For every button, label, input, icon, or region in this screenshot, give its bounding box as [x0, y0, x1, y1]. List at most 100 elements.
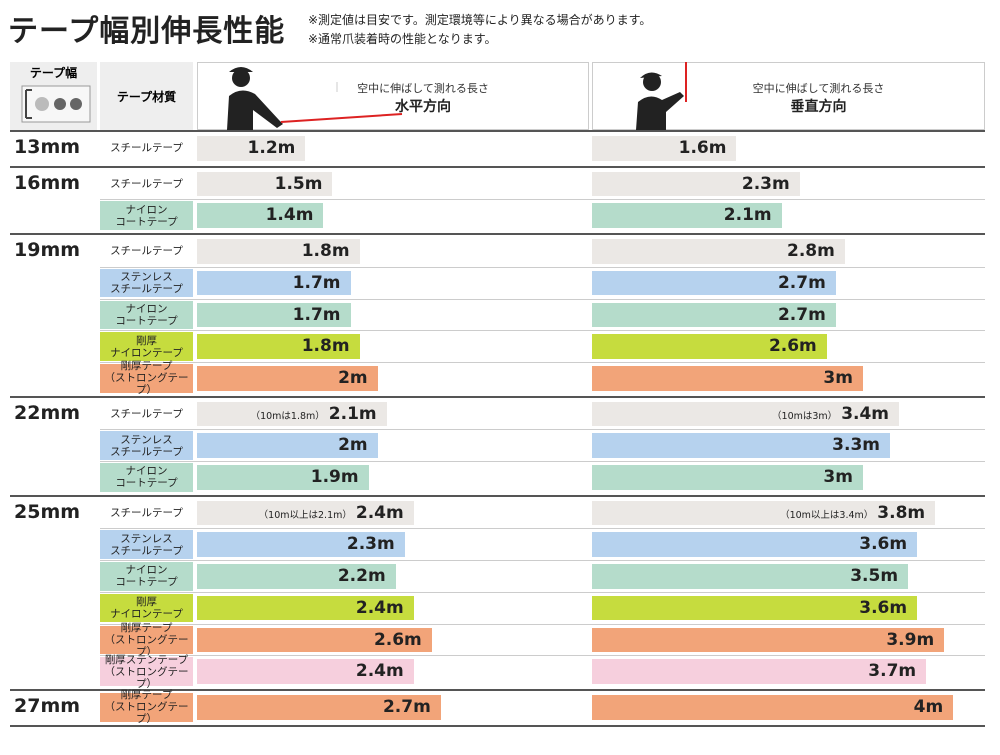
header-cell — [197, 62, 589, 130]
bar — [592, 365, 863, 391]
value-label: 2.4m — [355, 597, 404, 618]
value-label: 1.4m — [265, 205, 314, 226]
material-cell: ナイロン コートテープ — [100, 201, 193, 231]
width-label: 25mm — [14, 500, 81, 523]
bar — [197, 500, 414, 526]
row-divider — [100, 429, 985, 431]
material-text: 剛厚ステンテープ — [104, 653, 189, 666]
value-label: 1.7m — [292, 272, 341, 293]
material-text: スチールテープ — [110, 283, 183, 296]
material-cell: ナイロン コートテープ — [100, 562, 193, 591]
material-text: （ストロングテープ） — [104, 701, 189, 726]
table-bottom — [10, 724, 985, 727]
value-label: 1.2m — [247, 138, 296, 158]
group-divider — [10, 130, 985, 132]
bar — [197, 694, 441, 720]
material-cell: スチールテープ — [100, 399, 193, 429]
row-divider — [100, 361, 985, 363]
material-text: コートテープ — [115, 576, 178, 589]
bar — [197, 595, 414, 621]
value-label: 2.1m — [723, 205, 772, 226]
material-text: 剛厚 — [136, 334, 157, 347]
value-note: （10m以上は3.4m） — [780, 509, 874, 521]
value-label: 1.9m — [310, 467, 359, 487]
column-caption: 空中に伸ばして測れる長さ — [357, 82, 489, 95]
material-text: スチールテープ — [110, 445, 183, 458]
value-label: 3.8m — [877, 502, 926, 523]
row-divider — [100, 655, 985, 657]
material-cell: 剛厚テープ （ストロングテープ） — [100, 622, 193, 658]
width-label: 13mm — [14, 136, 81, 158]
material-text: コートテープ — [115, 314, 178, 327]
bar — [197, 465, 369, 490]
material-text: 剛厚 — [136, 596, 157, 609]
value-label: 2m — [338, 435, 368, 456]
value-note: （10m以上は2.1m） — [258, 509, 352, 521]
bar — [592, 401, 900, 427]
group-divider — [10, 233, 985, 236]
value-label: 2.7m — [777, 272, 826, 293]
material-text: 剛厚テープ — [120, 360, 173, 373]
bar — [197, 659, 414, 684]
material-text: スチールテープ — [110, 507, 183, 520]
bar — [592, 627, 945, 653]
bar — [592, 302, 836, 328]
material-text: （ストロングテープ） — [104, 372, 189, 397]
material-text: ステンレス — [120, 271, 173, 284]
header-cell — [100, 62, 193, 130]
bar — [197, 203, 324, 229]
bar — [592, 465, 863, 490]
value-label: 2.3m — [741, 173, 790, 194]
material-cell: スチールテープ — [100, 134, 193, 163]
width-label: 16mm — [14, 171, 81, 194]
bar — [197, 564, 396, 589]
bar — [592, 532, 918, 558]
value-label: 3.9m — [886, 629, 935, 650]
bar — [197, 302, 351, 328]
width-label: 27mm — [14, 694, 81, 717]
material-text: ナイロンテープ — [110, 346, 183, 359]
bar — [592, 239, 845, 264]
column-header: テープ材質 — [116, 90, 177, 104]
value-note: （10mは3m） — [772, 410, 838, 422]
width-label: 22mm — [14, 401, 81, 424]
material-text: スチールテープ — [110, 245, 183, 258]
bar — [592, 171, 800, 197]
value-label: 3.6m — [859, 534, 908, 555]
material-text: 剛厚テープ — [120, 689, 173, 702]
material-text: コートテープ — [115, 477, 178, 490]
tape-icon — [21, 85, 91, 123]
row-divider — [100, 591, 985, 593]
note: ※測定値は目安です。測定環境等により異なる場合があります。 — [308, 13, 652, 27]
material-text: ナイロン — [125, 203, 168, 216]
material-text: ナイロン — [125, 302, 168, 315]
material-text: ナイロン — [125, 564, 168, 577]
group-divider — [10, 395, 985, 398]
material-cell: スチールテープ — [100, 498, 193, 528]
value-label: 2.3m — [346, 534, 395, 555]
material-text: コートテープ — [115, 215, 178, 228]
row-divider — [100, 199, 985, 201]
column-header: 垂直方向 — [790, 99, 847, 115]
row-divider — [100, 266, 985, 268]
material-text: スチールテープ — [110, 544, 183, 557]
bar — [592, 334, 827, 359]
header-cell — [592, 62, 985, 130]
material-cell: ナイロン コートテープ — [100, 463, 193, 492]
value-label: 3.5m — [850, 566, 899, 587]
row-divider — [100, 560, 985, 562]
material-cell: 剛厚テープ （ストロングテープ） — [100, 360, 193, 397]
bar — [592, 136, 737, 161]
bar — [197, 401, 387, 427]
bar — [592, 564, 909, 589]
value-label: 3.4m — [841, 403, 890, 424]
group-divider — [10, 165, 985, 168]
material-cell: ステンレス スチールテープ — [100, 530, 193, 560]
row-divider — [100, 330, 985, 332]
bar — [197, 627, 432, 653]
material-cell: ステンレス スチールテープ — [100, 268, 193, 298]
value-label: 2.6m — [373, 629, 422, 650]
figure-vertical — [636, 62, 687, 130]
material-text: （ストロングテープ） — [104, 633, 189, 658]
